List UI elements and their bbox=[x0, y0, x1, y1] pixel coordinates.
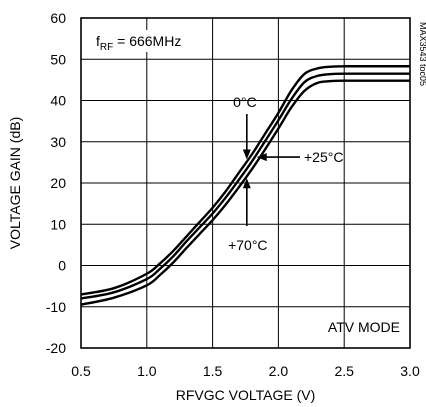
y-tick-label: 20 bbox=[50, 175, 66, 191]
condition-background bbox=[91, 30, 195, 52]
label-0c: 0°C bbox=[233, 94, 257, 110]
series-lines bbox=[80, 65, 410, 306]
arrow-0c-head bbox=[242, 149, 251, 160]
y-tick-label: 0 bbox=[58, 258, 66, 274]
part-code: MAX3543 toc05 bbox=[418, 22, 426, 86]
series-annotations: 0°C +25°C +70°C bbox=[220, 94, 343, 254]
mode-label: ATV MODE bbox=[328, 319, 400, 335]
x-tick-label: 1.5 bbox=[203, 363, 223, 379]
condition-subscript: RF bbox=[100, 42, 113, 53]
label-25c: +25°C bbox=[304, 149, 343, 165]
y-tick-labels: -20 -10 0 10 20 30 40 50 60 bbox=[46, 10, 66, 356]
x-tick-labels: 0.5 1.0 1.5 2.0 2.5 3.0 bbox=[71, 363, 420, 379]
y-tick-label: 50 bbox=[50, 51, 66, 67]
condition-prefix: f bbox=[96, 33, 100, 49]
x-tick-label: 2.0 bbox=[269, 363, 289, 379]
label-70c-bg bbox=[220, 234, 275, 254]
x-tick-label: 0.5 bbox=[71, 363, 91, 379]
label-70c: +70°C bbox=[228, 237, 267, 253]
y-axis-label: VOLTAGE GAIN (dB) bbox=[7, 117, 23, 250]
arrow-70c-head bbox=[242, 178, 251, 189]
y-tick-label: 40 bbox=[50, 93, 66, 109]
x-tick-label: 1.0 bbox=[137, 363, 157, 379]
x-axis-label: RFVGC VOLTAGE (V) bbox=[176, 387, 316, 403]
x-tick-label: 2.5 bbox=[334, 363, 354, 379]
condition-value: = 666MHz bbox=[113, 33, 181, 49]
arrow-25c-head bbox=[256, 153, 267, 162]
y-tick-label: 60 bbox=[50, 10, 66, 26]
frequency-condition: fRF = 666MHz bbox=[96, 33, 181, 53]
x-tick-label: 3.0 bbox=[400, 363, 420, 379]
series-line bbox=[80, 65, 410, 296]
y-tick-label: 10 bbox=[50, 216, 66, 232]
y-tick-label: -20 bbox=[46, 340, 66, 356]
y-tick-label: -10 bbox=[46, 299, 66, 315]
series-line bbox=[80, 72, 410, 300]
series-line bbox=[80, 79, 410, 306]
y-tick-label: 30 bbox=[50, 134, 66, 150]
grid bbox=[81, 18, 410, 348]
plot-frame bbox=[80, 17, 411, 349]
